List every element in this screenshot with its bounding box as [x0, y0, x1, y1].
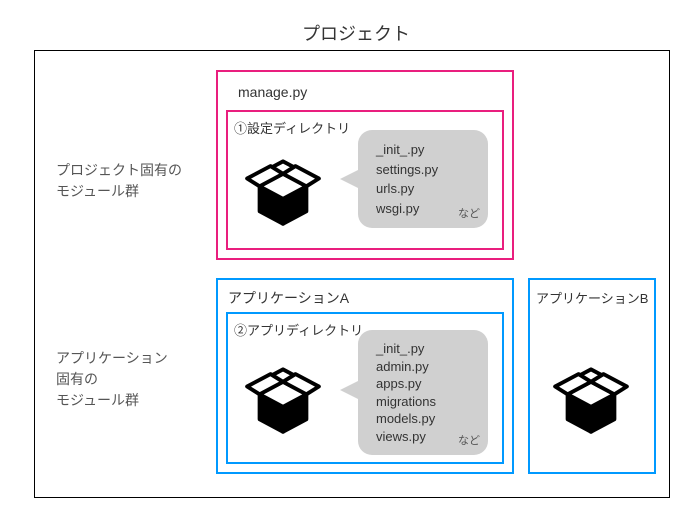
file-item: settings.py — [376, 160, 474, 180]
app-dir-label: ②アプリディレクトリ — [234, 320, 363, 339]
label-line: アプリケーション — [56, 348, 168, 369]
label-app-modules: アプリケーション 固有の モジュール群 — [56, 348, 168, 411]
settings-dir-files: _init_.py settings.py urls.py wsgi.py など — [358, 130, 488, 228]
open-box-icon — [552, 360, 630, 438]
label-line: プロジェクト固有の — [56, 160, 182, 181]
diagram-title: プロジェクト — [302, 20, 410, 46]
file-item: admin.py — [376, 358, 474, 376]
open-box-icon — [244, 152, 322, 230]
file-item: models.py — [376, 410, 474, 428]
file-item: urls.py — [376, 179, 474, 199]
label-project-modules: プロジェクト固有の モジュール群 — [56, 160, 182, 202]
label-line: モジュール群 — [56, 181, 182, 202]
etc-label: など — [458, 206, 480, 223]
open-box-icon — [244, 360, 322, 438]
file-item: migrations — [376, 393, 474, 411]
app-dir-files: _init_.py admin.py apps.py migrations mo… — [358, 330, 488, 455]
label-line: 固有の — [56, 369, 168, 390]
label-line: モジュール群 — [56, 390, 168, 411]
file-item: _init_.py — [376, 140, 474, 160]
etc-label: など — [458, 434, 480, 449]
file-item: apps.py — [376, 375, 474, 393]
app-b-label: アプリケーションB — [536, 288, 648, 307]
settings-dir-label: ①設定ディレクトリ — [234, 118, 350, 137]
app-a-label: アプリケーションA — [228, 288, 349, 308]
file-item: _init_.py — [376, 340, 474, 358]
manage-py-label: manage.py — [238, 84, 307, 100]
